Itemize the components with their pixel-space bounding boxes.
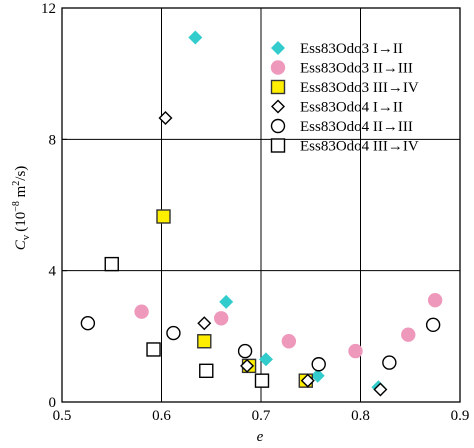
- series-5: [80, 316, 441, 372]
- legend-entry: Ess83Odo3 I→II: [271, 41, 403, 57]
- y-tick-label: 12: [41, 1, 56, 17]
- data-point: [300, 373, 315, 388]
- x-axis-ticks: 0.5 0.6 0.7 0.8 0.9: [53, 397, 470, 424]
- data-point: [213, 311, 229, 326]
- series-2: [134, 293, 443, 359]
- data-point: [281, 334, 297, 349]
- grid-lines: [62, 8, 460, 402]
- legend-marker: [270, 60, 286, 75]
- x-tick-label: 0.7: [252, 408, 271, 424]
- series-3: [156, 209, 313, 388]
- data-point: [156, 209, 171, 224]
- legend-entry: Ess83Odo3 II→III: [270, 60, 413, 77]
- data-point: [104, 256, 119, 272]
- legend-label: Ess83Odo3 I→II: [300, 41, 403, 57]
- data-point: [146, 342, 161, 357]
- legend-label: Ess83Odo4 III→IV: [300, 139, 419, 155]
- legend-marker: [270, 118, 286, 134]
- data-point: [188, 30, 203, 45]
- data-point: [373, 382, 388, 397]
- legend-marker: [270, 79, 286, 95]
- data-point: [401, 327, 416, 342]
- data-point: [237, 343, 253, 359]
- series-6: [104, 256, 270, 388]
- data-point: [311, 357, 326, 372]
- y-tick-label: 0: [49, 395, 57, 411]
- data-point: [166, 325, 181, 341]
- data-point: [240, 358, 255, 373]
- data-point: [80, 316, 96, 331]
- x-tick-label: 0.9: [451, 408, 470, 424]
- data-point: [219, 294, 234, 309]
- legend-marker: [271, 99, 285, 114]
- legend-entry: Ess83Odo4 I→II: [271, 99, 403, 116]
- legend-label: Ess83Odo3 II→III: [300, 61, 413, 77]
- legend-marker: [270, 138, 286, 153]
- y-tick-label: 8: [49, 132, 57, 148]
- data-marks: [80, 30, 443, 397]
- data-point: [199, 363, 214, 379]
- data-point: [310, 368, 325, 383]
- legend-entry: Ess83Odo3 III→IV: [270, 79, 419, 96]
- y-axis-label: Cv(10−8 m2/s): [11, 166, 32, 251]
- data-point: [158, 111, 173, 125]
- x-tick-label: 0.8: [351, 408, 370, 424]
- data-point: [348, 343, 363, 359]
- data-point: [382, 355, 397, 370]
- x-tick-label: 0.5: [53, 408, 72, 424]
- legend-label: Ess83Odo4 I→II: [300, 100, 403, 116]
- data-point: [254, 373, 270, 388]
- data-point: [134, 304, 149, 319]
- data-point: [258, 352, 273, 367]
- data-point: [425, 317, 441, 333]
- data-point: [427, 293, 443, 308]
- legend: Ess83Odo3 I→II Ess83Odo3 II→III Ess83Odo3 …: [270, 41, 419, 155]
- series-4: [158, 111, 388, 397]
- data-point: [197, 334, 212, 349]
- y-tick-label: 4: [49, 264, 57, 280]
- legend-label: Ess83Odo4 II→III: [300, 119, 413, 135]
- legend-label: Ess83Odo3 III→IV: [300, 80, 419, 96]
- data-point: [197, 316, 212, 331]
- y-axis-ticks: 0 4 8 12: [41, 1, 67, 411]
- legend-entry: Ess83Odo4 II→III: [270, 118, 413, 135]
- legend-entry: Ess83Odo4 III→IV: [270, 138, 419, 155]
- x-tick-label: 0.6: [152, 408, 171, 424]
- x-axis-label: e: [257, 429, 264, 445]
- legend-marker: [271, 41, 285, 55]
